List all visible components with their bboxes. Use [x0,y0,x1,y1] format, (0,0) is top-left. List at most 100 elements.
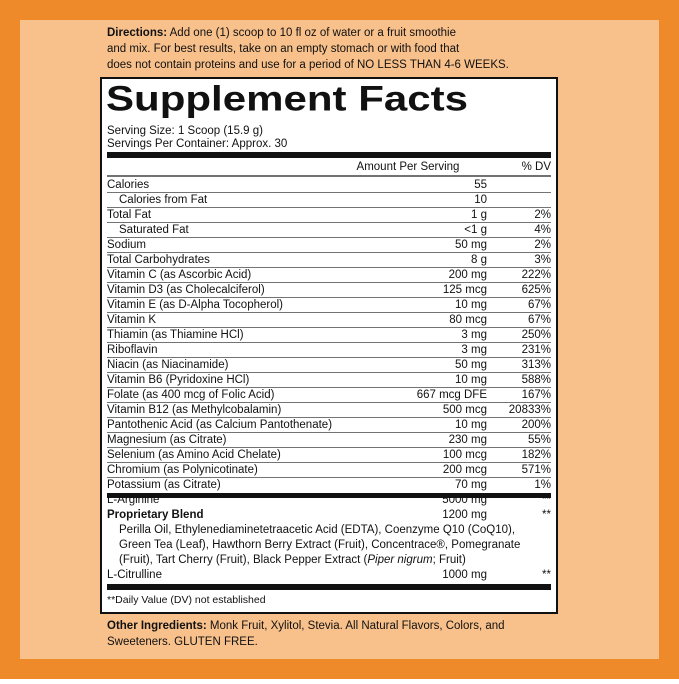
nutrient-dv: 231% [522,344,551,356]
nutrient-dv: 625% [522,284,551,296]
footnote: **Daily Value (DV) not established [107,594,266,606]
servings-per-container: Servings Per Container: Approx. 30 [107,138,287,150]
nutrient-dv: 20833% [509,404,551,416]
other-ingredients-line: Other Ingredients: Monk Fruit, Xylitol, … [107,620,505,632]
nutrient-dv: 571% [522,464,551,476]
blend-text: (Fruit), Tart Cherry (Fruit), Black Pepp… [119,554,368,566]
nutrient-amount: 10 mg [455,419,487,431]
nutrient-amount: 10 mg [455,374,487,386]
nutrient-amount: 500 mcg [443,404,487,416]
nutrient-name: Sodium [107,239,146,251]
nutrient-dv: 67% [528,314,551,326]
directions-text: does not contain proteins and use for a … [107,59,509,71]
facts-box [100,77,558,614]
thick-rule [107,152,551,158]
nutrient-name: L-Arginine [107,494,159,506]
serving-size: Serving Size: 1 Scoop (15.9 g) [107,125,263,137]
nutrient-name: Vitamin C (as Ascorbic Acid) [107,269,251,281]
nutrient-amount: 1200 mg [442,509,487,521]
blend-text: Green Tea (Leaf), Hawthorn Berry Extract… [119,539,520,551]
nutrient-name: Saturated Fat [119,224,189,236]
nutrient-amount: 200 mg [449,269,487,281]
nutrient-name: Folate (as 400 mcg of Folic Acid) [107,389,275,401]
nutrient-dv: 4% [534,224,551,236]
blend-description: Green Tea (Leaf), Hawthorn Berry Extract… [119,539,520,551]
nutrient-dv: ** [542,509,551,521]
nutrient-name: Vitamin K [107,314,156,326]
nutrient-dv: 3% [534,254,551,266]
blend-description: (Fruit), Tart Cherry (Fruit), Black Pepp… [119,554,466,566]
other-ingredients-text: Monk Fruit, Xylitol, Stevia. All Natural… [210,620,505,632]
facts-title: Supplement Facts [106,79,468,118]
nutrient-amount: <1 g [464,224,487,236]
nutrient-dv: 67% [528,299,551,311]
nutrient-amount: 200 mcg [443,464,487,476]
nutrient-amount: 55 [474,179,487,191]
nutrient-name: Total Carbohydrates [107,254,210,266]
nutrient-amount: 70 mg [455,479,487,491]
blend-text: ; Fruit) [433,554,466,566]
directions-line: Directions: Add one (1) scoop to 10 fl o… [107,27,456,39]
nutrient-dv: ** [542,569,551,581]
nutrient-name: Pantothenic Acid (as Calcium Pantothenat… [107,419,332,431]
nutrient-dv: 588% [522,374,551,386]
nutrient-dv: 182% [522,449,551,461]
nutrient-dv: 2% [534,239,551,251]
nutrient-amount: 1000 mg [442,569,487,581]
directions-label: Directions: [107,27,167,39]
nutrient-amount: 8 g [471,254,487,266]
nutrient-amount: 50 mg [455,359,487,371]
nutrient-dv: 2% [534,209,551,221]
nutrient-dv: 250% [522,329,551,341]
nutrient-amount: 10 [474,194,487,206]
nutrient-name: Vitamin E (as D-Alpha Tocopherol) [107,299,283,311]
nutrient-amount: 230 mg [449,434,487,446]
blend-italic: Piper nigrum [367,554,433,566]
other-ingredients-text: Sweeteners. GLUTEN FREE. [107,636,258,648]
nutrient-name: Chromium (as Polynicotinate) [107,464,258,476]
nutrient-name: Proprietary Blend [107,509,204,521]
thick-rule [107,493,551,498]
nutrient-name: Riboflavin [107,344,158,356]
nutrient-name: Calories from Fat [119,194,208,206]
nutrient-name: Calories [107,179,149,191]
nutrient-dv: ** [542,494,551,506]
nutrient-amount: 5000 mg [442,494,487,506]
directions-text: Add one (1) scoop to 10 fl oz of water o… [170,27,456,39]
nutrient-name: Vitamin B12 (as Methylcobalamin) [107,404,281,416]
nutrient-name: L-Citrulline [107,569,162,581]
nutrient-amount: 3 mg [461,329,487,341]
nutrient-amount: 100 mcg [443,449,487,461]
column-header: % DV [522,161,552,173]
nutrient-name: Potassium (as Citrate) [107,479,221,491]
other-ingredients: Other Ingredients: Monk Fruit, Xylitol, … [107,620,505,648]
nutrient-dv: 1% [534,479,551,491]
thick-rule [107,584,551,590]
nutrient-amount: 10 mg [455,299,487,311]
directions-text: and mix. For best results, take on an em… [107,43,460,55]
nutrient-dv: 222% [522,269,551,281]
column-header: Amount Per Serving [357,161,460,173]
nutrient-name: Thiamin (as Thiamine HCl) [107,329,244,341]
nutrient-amount: 667 mcg DFE [417,389,488,401]
nutrient-dv: 167% [522,389,551,401]
nutrient-amount: 3 mg [461,344,487,356]
other-ingredients-label: Other Ingredients: [107,620,207,632]
nutrient-name: Vitamin D3 (as Cholecalciferol) [107,284,265,296]
nutrient-name: Total Fat [107,209,152,221]
nutrient-amount: 1 g [471,209,487,221]
nutrient-name: Magnesium (as Citrate) [107,434,227,446]
nutrient-dv: 200% [522,419,551,431]
nutrient-dv: 55% [528,434,551,446]
nutrient-amount: 125 mcg [443,284,487,296]
nutrient-name: Niacin (as Niacinamide) [107,359,229,371]
blend-text: Perilla Oil, Ethylenediaminetetraacetic … [119,524,515,536]
nutrient-amount: 50 mg [455,239,487,251]
nutrient-name: Vitamin B6 (Pyridoxine HCl) [107,374,249,386]
facts-rows: Calories 55 Calories from Fat 10 Total Fat 1 … [107,179,552,606]
nutrient-amount: 80 mcg [449,314,487,326]
blend-description: Perilla Oil, Ethylenediaminetetraacetic … [119,524,515,536]
nutrient-dv: 313% [522,359,551,371]
nutrient-name: Selenium (as Amino Acid Chelate) [107,449,281,461]
